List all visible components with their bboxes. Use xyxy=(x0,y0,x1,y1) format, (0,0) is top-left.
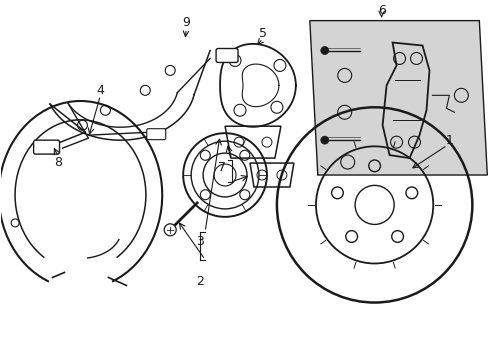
Text: 7: 7 xyxy=(218,161,225,174)
Text: 6: 6 xyxy=(377,4,385,17)
Text: 8: 8 xyxy=(55,156,62,168)
FancyBboxPatch shape xyxy=(34,140,60,154)
FancyBboxPatch shape xyxy=(146,129,165,140)
Text: 4: 4 xyxy=(96,84,104,97)
Text: 9: 9 xyxy=(182,16,190,29)
Polygon shape xyxy=(309,21,487,175)
Circle shape xyxy=(320,136,328,144)
FancyBboxPatch shape xyxy=(216,49,238,62)
Text: 5: 5 xyxy=(259,27,266,40)
Text: 2: 2 xyxy=(196,275,203,288)
Text: 3: 3 xyxy=(196,235,203,248)
Circle shape xyxy=(320,46,328,54)
Text: 1: 1 xyxy=(445,134,452,147)
